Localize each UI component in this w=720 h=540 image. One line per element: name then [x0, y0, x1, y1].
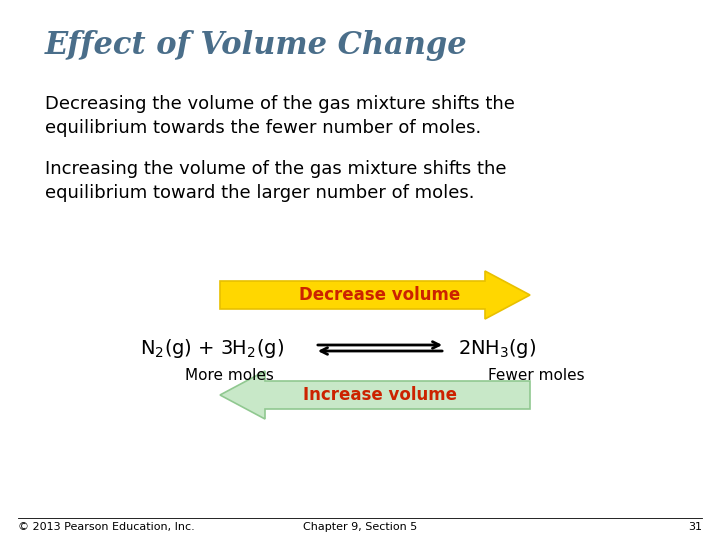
Text: N$_2$(g) + 3H$_2$(g): N$_2$(g) + 3H$_2$(g): [140, 336, 284, 360]
Polygon shape: [220, 271, 530, 319]
Text: 31: 31: [688, 522, 702, 532]
Text: 2NH$_3$(g): 2NH$_3$(g): [458, 336, 536, 360]
Text: More moles: More moles: [185, 368, 274, 383]
Text: Effect of Volume Change: Effect of Volume Change: [45, 30, 467, 61]
Text: Increasing the volume of the gas mixture shifts the
equilibrium toward the large: Increasing the volume of the gas mixture…: [45, 160, 506, 201]
Polygon shape: [220, 371, 530, 419]
Text: © 2013 Pearson Education, Inc.: © 2013 Pearson Education, Inc.: [18, 522, 194, 532]
Text: Chapter 9, Section 5: Chapter 9, Section 5: [303, 522, 417, 532]
Text: Decreasing the volume of the gas mixture shifts the
equilibrium towards the fewe: Decreasing the volume of the gas mixture…: [45, 95, 515, 137]
Text: Decrease volume: Decrease volume: [300, 286, 461, 304]
Text: Fewer moles: Fewer moles: [488, 368, 585, 383]
Text: Increase volume: Increase volume: [303, 386, 457, 404]
